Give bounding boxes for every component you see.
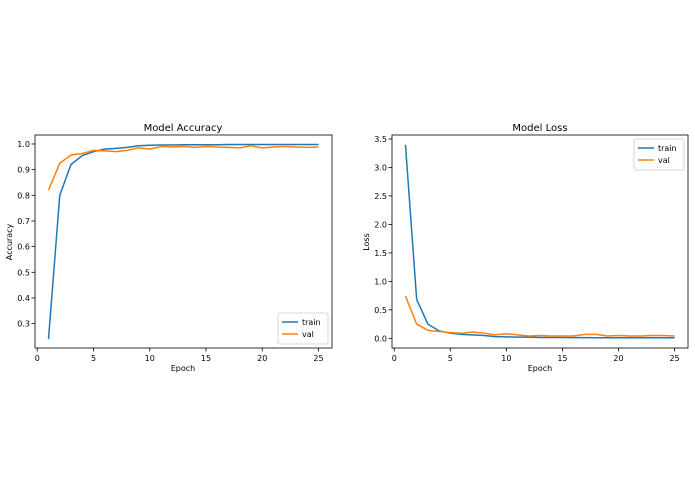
accuracy-x-tick-label: 0 — [35, 354, 40, 363]
loss-x-tick-label: 0 — [392, 354, 397, 363]
loss-plot-frame — [391, 134, 689, 349]
accuracy-y-tick-label: 0.3 — [17, 320, 30, 329]
loss-y-tick-label: 3.5 — [374, 135, 387, 144]
accuracy-legend-val-label: val — [302, 330, 314, 339]
loss-ticks: 0 5 10 15 20 25 0.0 0.5 1.0 1.5 2.0 2.5 3.0 3.5 — [374, 135, 679, 363]
loss-y-tick-label: 0.5 — [374, 306, 387, 315]
accuracy-legend: train val — [277, 312, 329, 345]
accuracy-lines — [47, 143, 319, 340]
accuracy-y-tick-label: 0.7 — [17, 217, 30, 226]
accuracy-y-tick-label: 0.8 — [17, 191, 30, 200]
accuracy-y-tick-label: 0.6 — [17, 243, 30, 252]
accuracy-y-axis-label: Accuracy — [5, 223, 14, 260]
accuracy-legend-box — [277, 312, 329, 345]
accuracy-legend-train-label: train — [302, 318, 321, 327]
accuracy-x-tick-label: 5 — [91, 354, 96, 363]
loss-series-val-line — [404, 295, 675, 337]
loss-legend-train-label: train — [658, 144, 677, 153]
accuracy-series-train-line — [47, 143, 319, 340]
accuracy-ticks: 0 5 10 15 20 25 0.3 0.4 0.5 0.6 0.7 0.8 0.9 1.0 — [17, 140, 323, 363]
accuracy-x-tick-label: 15 — [201, 354, 211, 363]
loss-y-tick-label: 2.0 — [374, 220, 387, 229]
accuracy-x-axis-label: Epoch — [171, 364, 196, 373]
loss-x-tick-label: 10 — [501, 354, 511, 363]
loss-lines — [404, 144, 675, 339]
loss-x-tick-label: 25 — [669, 354, 679, 363]
accuracy-plot-frame — [34, 134, 333, 349]
accuracy-x-tick-label: 25 — [313, 354, 323, 363]
accuracy-y-tick-label: 1.0 — [17, 140, 30, 149]
accuracy-series-val-line — [47, 145, 319, 191]
accuracy-y-tick-label: 0.4 — [17, 294, 30, 303]
loss-legend: train val — [633, 138, 685, 171]
loss-y-tick-label: 0.0 — [374, 334, 387, 343]
accuracy-y-tick-label: 0.9 — [17, 166, 30, 175]
loss-y-tick-label: 2.5 — [374, 192, 387, 201]
accuracy-chart-title: Model Accuracy — [144, 123, 223, 134]
loss-x-tick-label: 15 — [557, 354, 567, 363]
loss-y-tick-label: 1.0 — [374, 277, 387, 286]
loss-x-tick-label: 5 — [448, 354, 453, 363]
loss-y-tick-label: 3.0 — [374, 163, 387, 172]
loss-chart-title: Model Loss — [512, 123, 567, 134]
loss-legend-val-label: val — [658, 156, 670, 165]
accuracy-y-tick-label: 0.5 — [17, 268, 30, 277]
loss-y-axis-label: Loss — [362, 233, 371, 251]
loss-legend-box — [633, 138, 685, 171]
accuracy-chart: Model Accuracy Epoch Accuracy 0 5 10 15 20 25… — [5, 123, 333, 373]
loss-x-axis-label: Epoch — [528, 364, 553, 373]
loss-chart: Model Loss Epoch Loss 0 5 10 15 20 25 0.0 0.5 1.… — [362, 123, 689, 373]
accuracy-x-tick-label: 20 — [257, 354, 267, 363]
loss-y-tick-label: 1.5 — [374, 249, 387, 258]
accuracy-x-tick-label: 10 — [145, 354, 155, 363]
loss-x-tick-label: 20 — [613, 354, 623, 363]
